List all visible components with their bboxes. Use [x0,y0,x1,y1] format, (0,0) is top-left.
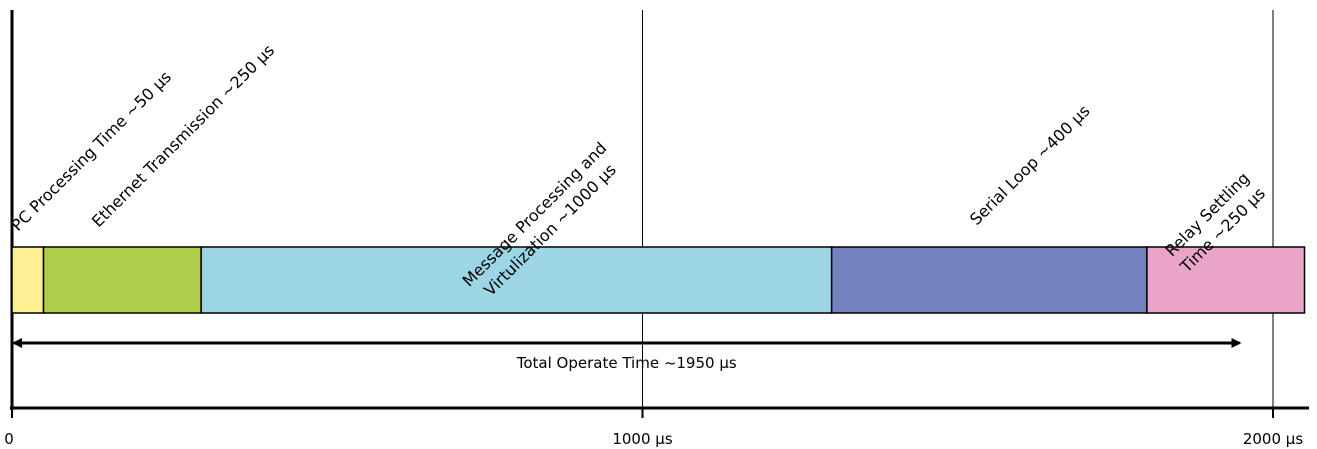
bar-segment-2 [42,246,202,314]
x-tick-label-2: 1000 µs [612,430,672,448]
x-tick-label-3: 2000 µs [1243,430,1303,448]
x-axis-ticks: 0 1000 µs 2000 µs [4,408,1303,448]
bar-segment-3 [200,246,833,314]
bar-segment-1 [11,246,45,314]
bar-segment-5 [1146,246,1306,314]
segment-label-1: PC Processing Time ~50 µs [7,67,175,235]
bar-segment-4 [830,246,1148,314]
total-time-label: Total Operate Time ~1950 µs [516,354,737,372]
stacked-bar [11,246,1306,314]
x-tick-label-1: 0 [4,430,14,448]
segment-label-4: Serial Loop ~400 µs [966,101,1094,229]
